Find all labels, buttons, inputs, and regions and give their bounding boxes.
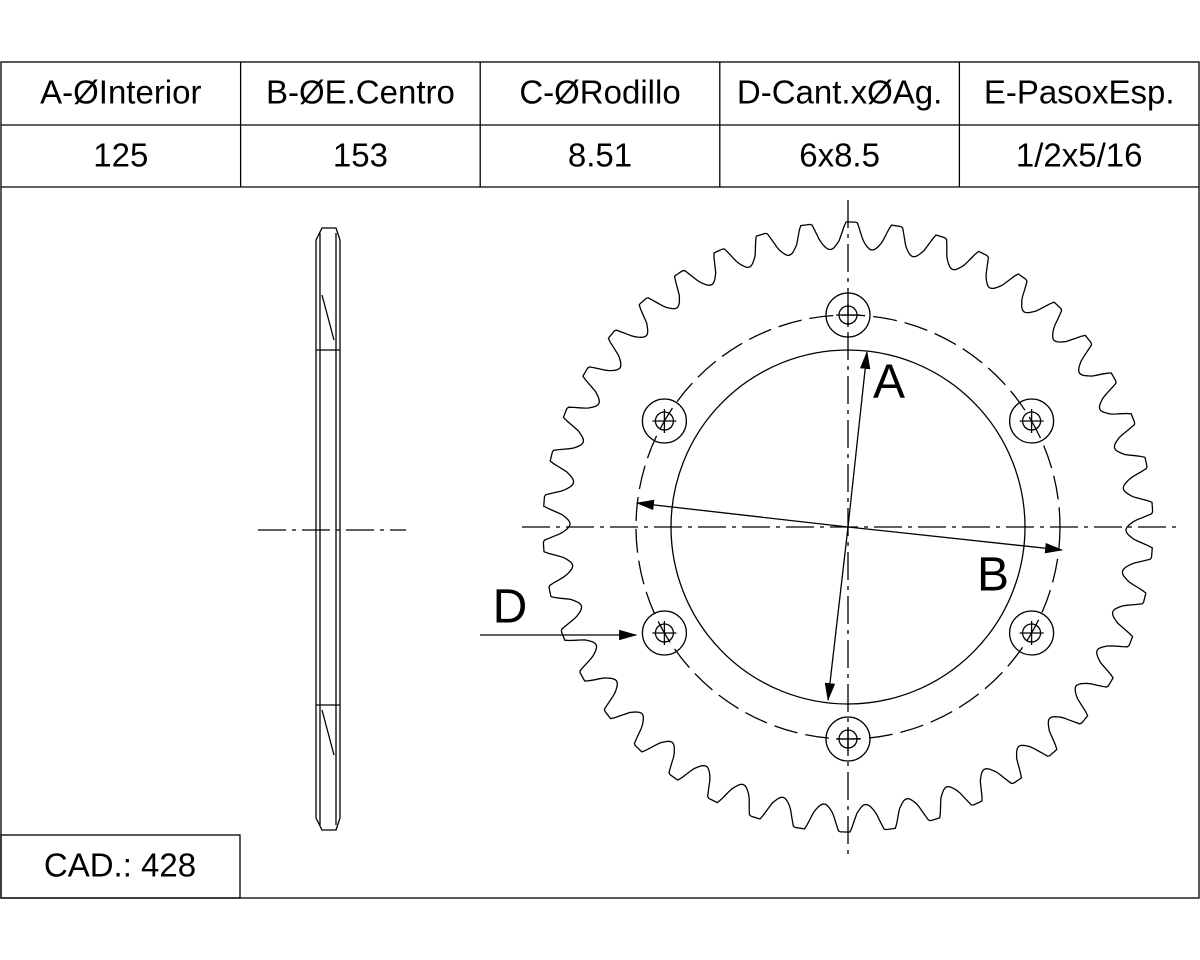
header-cell: B-ØE.Centro [266, 74, 455, 111]
bolt-hole [1008, 398, 1055, 444]
value-cell: 125 [93, 137, 148, 174]
bolt-hole [825, 716, 871, 762]
header-cell: A-ØInterior [40, 74, 201, 111]
frame [0, 61, 1200, 899]
value-cell: 8.51 [568, 137, 632, 174]
bolt-hole [641, 398, 688, 444]
sprocket [480, 200, 1180, 855]
header-cell: C-ØRodillo [519, 74, 680, 111]
value-cell: 153 [333, 137, 388, 174]
bolt-hole [1008, 610, 1055, 656]
teeth [542, 221, 1154, 833]
header-cell: E-PasoxEsp. [984, 74, 1175, 111]
header-cell: D-Cant.xØAg. [737, 74, 942, 111]
footer-box [0, 834, 241, 899]
label-b: B [977, 549, 1009, 602]
bolt-hole [641, 610, 688, 656]
value-cell: 6x8.5 [799, 137, 880, 174]
label-d: D [493, 581, 528, 634]
side-view [258, 227, 406, 831]
label-a: A [873, 356, 905, 409]
bolt-hole [825, 292, 871, 338]
footer: CAD.: 428 [44, 847, 196, 884]
value-cell: 1/2x5/16 [1016, 137, 1143, 174]
